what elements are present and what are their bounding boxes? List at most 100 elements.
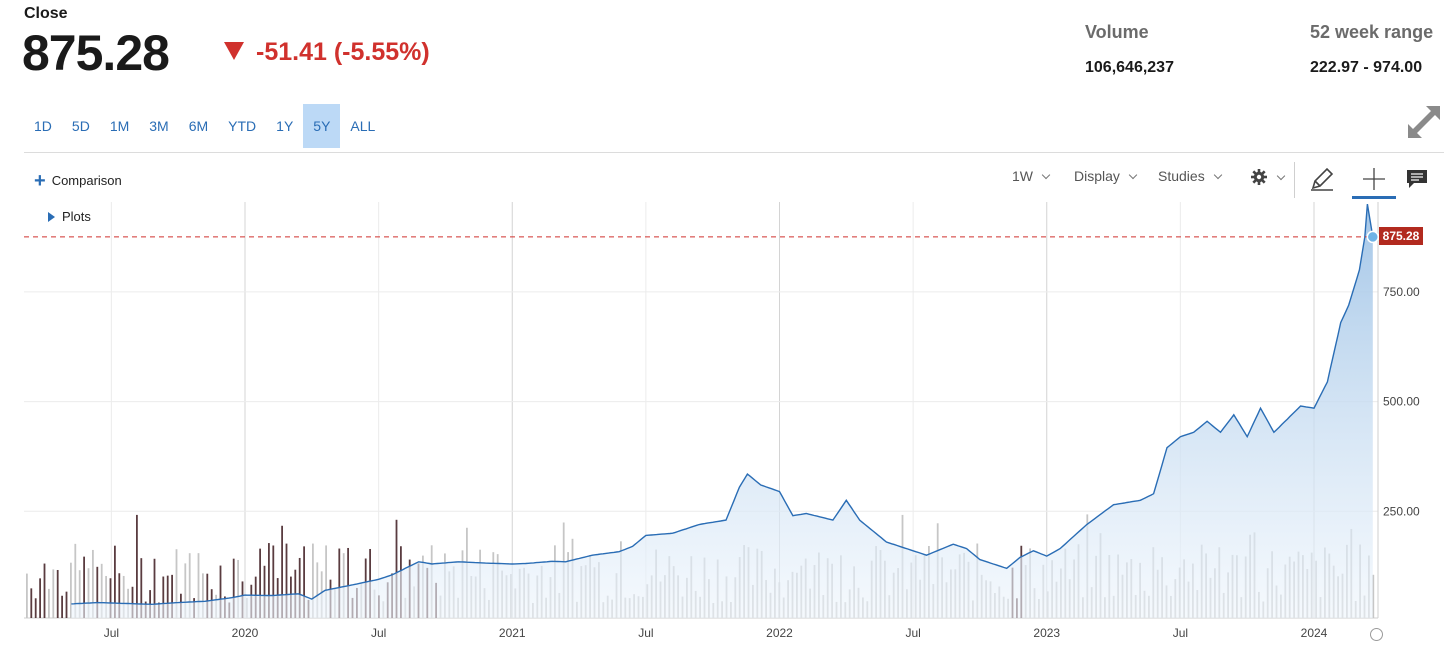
volume-bar — [263, 565, 266, 618]
expand-icon[interactable] — [1404, 102, 1444, 142]
x-tick-label: 2021 — [499, 626, 526, 640]
crosshair-active-indicator — [1352, 196, 1396, 199]
volume-bar — [52, 569, 55, 618]
volume-bar — [39, 578, 41, 618]
price-line — [71, 203, 1374, 606]
week-range-label: 52 week range — [1310, 22, 1434, 42]
volume-label: Volume — [1085, 22, 1149, 42]
range-selector: 1D 5D 1M 3M 6M YTD 1Y 5Y ALL — [24, 104, 385, 148]
volume-bar — [96, 566, 99, 618]
price-change-text: -51.41 (-5.55%) — [256, 38, 430, 66]
volume-bar — [114, 545, 116, 618]
studies-dropdown[interactable]: Studies — [1158, 168, 1222, 184]
volume-bar — [30, 588, 33, 618]
y-tick-label: 750.00 — [1383, 285, 1420, 299]
down-arrow-icon — [224, 41, 244, 60]
volume-bar — [61, 595, 63, 618]
volume-bar — [43, 563, 46, 618]
toolbar-separator — [1294, 162, 1295, 198]
range-button-1m[interactable]: 1M — [109, 118, 130, 134]
studies-label: Studies — [1158, 168, 1205, 184]
plus-icon: + — [34, 169, 46, 192]
volume-bar — [122, 575, 125, 618]
x-tick-label: Jul — [104, 626, 119, 640]
x-tick-label: 2020 — [232, 626, 259, 640]
week-range-stat: 52 week range 222.97 - 974.00 — [1310, 22, 1433, 77]
volume-bar — [268, 543, 270, 618]
volume-bar — [34, 598, 37, 618]
header-divider — [24, 152, 1444, 153]
volume-value: 106,646,237 — [1085, 59, 1174, 76]
range-button-1d[interactable]: 1D — [34, 118, 52, 134]
volume-bar — [70, 562, 72, 618]
volume-bar — [347, 547, 349, 618]
volume-bar — [197, 553, 200, 618]
volume-bar — [312, 543, 314, 618]
volume-bar — [83, 556, 85, 618]
range-button-5d[interactable]: 5D — [71, 118, 90, 134]
range-button-all[interactable]: ALL — [350, 118, 376, 134]
x-tick-label: 2023 — [1033, 626, 1060, 640]
range-button-6m[interactable]: 6M — [188, 118, 209, 134]
x-tick-label: 2022 — [766, 626, 793, 640]
range-button-1y[interactable]: 1Y — [276, 118, 294, 134]
x-tick-label: 2024 — [1301, 626, 1328, 640]
volume-bar — [140, 558, 143, 618]
volume-bar — [171, 574, 173, 618]
volume-bar — [342, 553, 345, 618]
volume-bar — [316, 562, 319, 618]
price-area — [71, 204, 1373, 618]
volume-bar — [175, 549, 178, 618]
volume-bar — [74, 543, 77, 618]
volume-bar — [395, 519, 398, 618]
volume-bar — [56, 569, 59, 618]
display-dropdown[interactable]: Display — [1074, 168, 1138, 184]
volume-bar — [232, 558, 235, 618]
volume-stat: Volume 106,646,237 — [1085, 22, 1174, 77]
display-label: Display — [1074, 168, 1120, 184]
gear-icon — [1251, 169, 1267, 185]
y-axis: 250.00 500.00 750.00 — [1383, 285, 1420, 518]
y-tick-label: 500.00 — [1383, 395, 1420, 409]
volume-bar — [298, 557, 301, 618]
plots-toggle[interactable]: Plots — [48, 209, 91, 224]
volume-bar — [1372, 574, 1375, 618]
draw-pencil-icon[interactable] — [1307, 164, 1337, 194]
volume-bar — [78, 570, 81, 618]
comparison-button[interactable]: + Comparison — [34, 169, 122, 192]
volume-bar — [188, 553, 191, 618]
volume-bar — [65, 591, 68, 618]
volume-bar — [109, 578, 112, 618]
volume-bar — [206, 573, 209, 618]
comparison-label: Comparison — [51, 173, 122, 188]
price-change: -51.41 (-5.55%) — [224, 38, 430, 67]
watermark-logo-icon — [1370, 628, 1383, 641]
volume-bar — [131, 586, 134, 618]
x-tick-label: Jul — [905, 626, 920, 640]
volume-bar — [202, 573, 204, 618]
comment-icon[interactable] — [1402, 164, 1432, 194]
volume-bar — [166, 575, 169, 618]
last-price-tag: 875.28 — [1379, 227, 1423, 245]
volume-bar — [285, 543, 288, 618]
volume-bar — [338, 548, 341, 618]
interval-dropdown[interactable]: 1W — [1012, 168, 1051, 184]
crosshair-icon[interactable] — [1359, 164, 1389, 194]
y-tick-label: 250.00 — [1383, 504, 1420, 518]
range-button-ytd[interactable]: YTD — [228, 118, 257, 134]
volume-bar — [303, 546, 305, 618]
x-tick-label: Jul — [638, 626, 653, 640]
settings-dropdown[interactable] — [1250, 168, 1286, 186]
range-button-3m[interactable]: 3M — [149, 118, 169, 134]
close-label: Close — [24, 5, 68, 22]
volume-bar — [237, 559, 239, 618]
last-price: 875.28 — [22, 25, 170, 81]
interval-label: 1W — [1012, 168, 1033, 184]
range-button-5y[interactable]: 5Y — [303, 104, 341, 148]
week-range-value: 222.97 - 974.00 — [1310, 59, 1423, 76]
volume-bar — [136, 514, 138, 618]
volume-bar — [281, 525, 283, 618]
volume-bar — [48, 588, 50, 618]
plots-label: Plots — [62, 209, 91, 224]
volume-bar — [87, 568, 90, 618]
